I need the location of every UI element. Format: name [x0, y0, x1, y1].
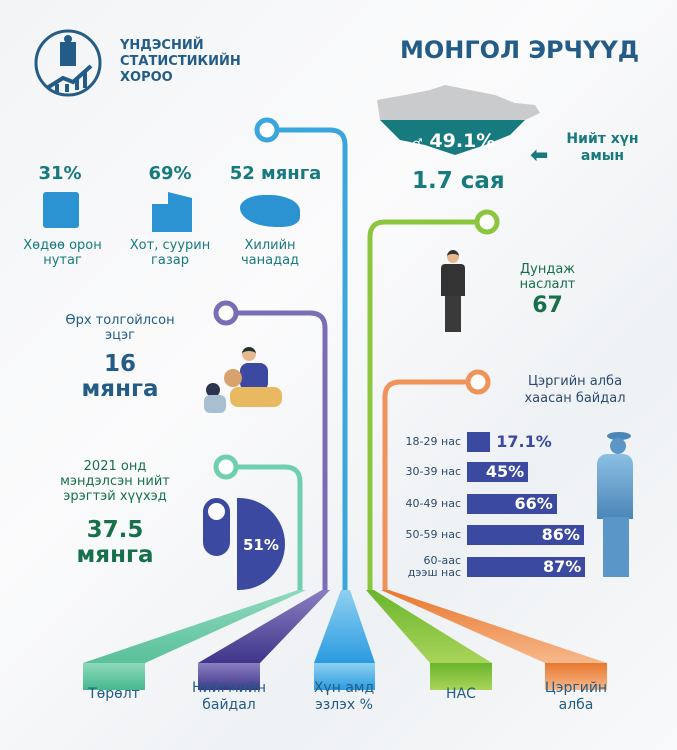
label-line: чанадад	[240, 253, 300, 268]
label-line: Цэргийн	[544, 680, 608, 696]
mongolia-map	[375, 85, 545, 165]
rural-value: 31%	[38, 163, 82, 184]
label-line: Хүн амд	[313, 680, 375, 696]
countryside-icon	[43, 192, 79, 228]
saluting-soldier-icon	[595, 432, 640, 582]
male-share: ♂ 49.1%	[412, 130, 495, 152]
label-line: Төрөлт	[88, 686, 140, 702]
bar-value-label: 86%	[541, 525, 580, 544]
bar-value-label: 87%	[543, 557, 582, 576]
bar	[467, 494, 557, 514]
org-name: ҮНДЭСНИЙ СТАТИСТИКИЙН ХОРОО	[120, 38, 241, 86]
label-line: Өрх толгойлсон	[65, 313, 175, 328]
male-icon: ♂	[412, 136, 423, 150]
label-line: нутаг	[43, 253, 82, 268]
value-line: 16	[103, 351, 136, 377]
bar-category-label: 40-49 нас	[405, 497, 461, 510]
births-share-value: 51%	[243, 536, 279, 554]
bar	[467, 462, 529, 482]
branch-age	[366, 590, 492, 663]
category-label-military: Цэргийн алба	[526, 680, 626, 714]
label-line: 2021 онд	[83, 459, 147, 474]
population-label: Нийт хүн амын	[560, 131, 645, 165]
urban-label: Хот, суурин газар	[120, 238, 220, 268]
bar-category-label: 60-аас дээш нас	[407, 554, 461, 579]
label-line: мэндэлсэн нийт	[60, 474, 170, 489]
label-line: Дундаж	[519, 262, 575, 277]
abroad-label: Хилийн чанадад	[230, 238, 310, 268]
page-title: МОНГОЛ ЭРЧҮҮД	[400, 36, 640, 64]
single-fathers-label: Өрх толгойлсон эцэг	[55, 313, 185, 343]
population-label-text: Нийт хүн амын	[566, 131, 639, 164]
label-line: эзлэх %	[315, 697, 373, 713]
line-population	[276, 127, 348, 590]
label-line: Цэргийн алба	[527, 374, 623, 389]
bar-value-label: 17.1%	[496, 432, 552, 451]
label-line: Хилийн	[244, 238, 296, 253]
label-line: газар	[151, 253, 189, 268]
nso-logo	[33, 28, 103, 98]
branch-social	[198, 590, 330, 663]
line-military	[382, 379, 469, 590]
label-line: алба	[558, 697, 594, 713]
male-share-value: 49.1%	[429, 130, 496, 152]
line-social	[235, 310, 328, 590]
label-line: наслалт	[519, 277, 576, 292]
value-line: 37.5	[86, 517, 144, 543]
military-title: Цэргийн алба хаасан байдал	[510, 373, 640, 407]
life-expectancy-label: Дундаж наслалт	[510, 262, 585, 292]
single-fathers-value: 16 мянга	[55, 352, 185, 402]
category-label-population: Хүн амд эзлэх %	[294, 680, 394, 714]
value-line: мянга	[76, 542, 154, 568]
label-line: Хөдөө орон	[23, 238, 102, 253]
label-line: эрэгтэй хүүхэд	[63, 489, 167, 504]
line-births	[235, 464, 303, 590]
branch-military	[381, 590, 607, 663]
abroad-value: 52 мянга	[229, 163, 322, 184]
father-child-illustration	[202, 345, 287, 415]
category-label-births: Төрөлт	[64, 686, 164, 703]
label-line: эцэг	[105, 328, 135, 343]
label-line: байдал	[202, 697, 256, 713]
bar	[467, 432, 491, 452]
bar-category-label: 30-39 нас	[405, 465, 461, 478]
births-label: 2021 онд мэндэлсэн нийт эрэгтэй хүүхэд	[40, 459, 190, 504]
arrow-left-icon: ⬅	[530, 143, 549, 168]
man-in-suit-icon	[438, 250, 468, 335]
label-line: хаасан байдал	[524, 391, 626, 406]
births-value: 37.5 мянга	[40, 518, 190, 568]
label-line: Нийгмийн	[192, 680, 266, 696]
category-label-age: НАС	[411, 686, 511, 703]
bar-value-label: 66%	[514, 494, 553, 513]
org-name-line: ҮНДЭСНИЙ	[120, 38, 204, 53]
org-name-line: СТАТИСТИКИЙН	[120, 54, 241, 69]
rural-label: Хөдөө орон нутаг	[15, 238, 110, 268]
bar	[467, 525, 584, 545]
branch-population	[314, 590, 375, 663]
bar	[467, 557, 586, 577]
category-label-social: Нийгмийн байдал	[179, 680, 279, 714]
baby-icon	[203, 498, 230, 556]
label-line: Хот, суурин	[129, 238, 211, 253]
life-expectancy-value: 67	[532, 293, 563, 318]
bar-category-label: 50-59 нас	[405, 528, 461, 541]
org-name-line: ХОРОО	[120, 70, 173, 85]
line-age	[367, 219, 478, 590]
bar-value-label: 45%	[485, 462, 525, 481]
urban-value: 69%	[148, 163, 192, 184]
label-line: НАС	[446, 686, 476, 702]
male-total: 1.7 сая	[412, 168, 505, 194]
bar-category-label: 18-29 нас	[405, 435, 461, 448]
value-line: мянга	[81, 376, 159, 402]
